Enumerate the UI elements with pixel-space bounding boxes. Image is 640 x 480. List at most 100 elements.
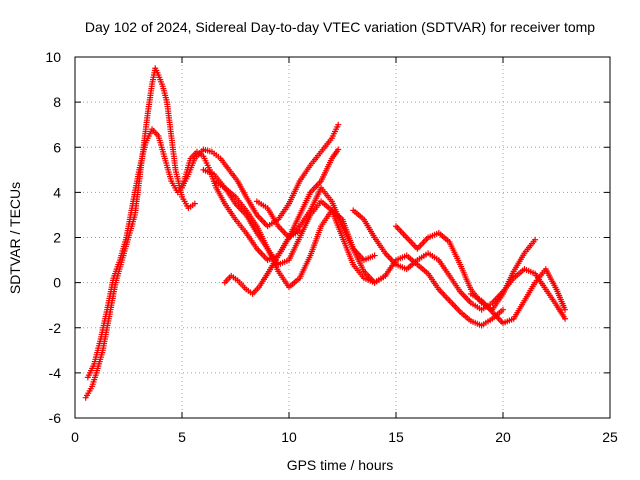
data-trail: [543, 268, 559, 291]
data-trail: [287, 180, 302, 205]
data-trail: [130, 169, 142, 205]
chart-title: Day 102 of 2024, Sidereal Day-to-day VTE…: [85, 19, 595, 35]
data-trail: [340, 236, 356, 266]
data-trail: [437, 288, 451, 303]
y-tick-label: -4: [49, 365, 62, 381]
series-arc-10: [467, 266, 569, 327]
data-trail: [145, 83, 155, 115]
data-trail: [308, 225, 324, 257]
data-trail: [373, 274, 387, 285]
data-trail: [156, 74, 165, 88]
data-trail: [85, 363, 97, 379]
data-trail: [235, 180, 249, 198]
data-trail: [522, 281, 537, 302]
data-trail: [244, 195, 259, 216]
data-trail: [329, 123, 341, 139]
data-trail: [470, 292, 483, 303]
data-trail: [234, 202, 248, 217]
data-trail: [383, 251, 398, 266]
data-trail: [236, 279, 248, 291]
data-trail: [470, 301, 483, 312]
data-trail: [447, 274, 462, 293]
x-tick-label: 0: [71, 429, 79, 445]
data-trail: [287, 276, 301, 289]
data-trail: [490, 310, 505, 325]
data-trail: [277, 258, 290, 267]
data-trail: [168, 135, 179, 171]
data-trail: [362, 270, 377, 284]
data-trail: [470, 318, 483, 328]
data-trail: [511, 299, 527, 320]
data-trail: [150, 127, 160, 138]
x-tick-label: 5: [178, 429, 186, 445]
y-tick-label: 0: [53, 275, 61, 291]
grid: [75, 57, 610, 418]
data-trail: [117, 236, 129, 261]
data-trail: [480, 317, 494, 328]
x-tick-label: 10: [281, 429, 297, 445]
y-tick-label: -6: [49, 410, 62, 426]
data-trail: [230, 274, 239, 282]
data-trail: [351, 263, 366, 280]
data-trail: [437, 259, 452, 277]
data-trail: [351, 247, 366, 262]
data-trail: [501, 270, 516, 295]
data-trail: [459, 310, 473, 323]
data-trail: [256, 199, 269, 210]
data-trail: [416, 263, 430, 276]
y-tick-label: 2: [53, 230, 61, 246]
data-trail: [480, 299, 494, 314]
data-trail: [164, 101, 174, 137]
data-trail: [437, 231, 451, 244]
x-tick-label: 25: [602, 429, 618, 445]
data-trail: [363, 253, 376, 263]
y-tick-label: 4: [53, 184, 61, 200]
data-trail: [319, 157, 334, 182]
data-trail: [319, 186, 334, 203]
y-tick-label: 8: [53, 94, 61, 110]
data-trail: [104, 277, 117, 311]
data-marks: [82, 65, 569, 401]
data-trail: [214, 186, 227, 205]
data-trail: [100, 315, 112, 352]
data-trail: [276, 270, 291, 289]
data-trail: [257, 272, 270, 289]
data-trail: [490, 292, 505, 311]
data-trail: [111, 259, 123, 279]
data-trail: [276, 202, 291, 221]
data-trail: [340, 225, 356, 250]
data-trail: [319, 137, 334, 153]
data-trail: [244, 232, 259, 250]
data-trail: [352, 208, 366, 221]
data-trail: [319, 209, 334, 228]
data-trail: [136, 142, 149, 171]
data-trail: [94, 349, 106, 374]
data-trail: [319, 199, 333, 212]
series-arc-7: [253, 184, 378, 264]
data-trail: [123, 202, 136, 239]
data-trail: [244, 209, 259, 228]
data-trail: [329, 200, 345, 228]
data-trail: [202, 167, 215, 177]
data-trail: [287, 224, 302, 239]
y-tick-label: -2: [49, 320, 62, 336]
data-trail: [153, 67, 161, 76]
data-trail: [287, 236, 302, 261]
data-trail: [255, 213, 270, 228]
data-trail: [201, 155, 212, 171]
data-trail: [405, 258, 419, 271]
x-tick-label: 15: [388, 429, 404, 445]
data-trail: [554, 304, 567, 320]
data-trail: [213, 179, 226, 190]
data-trail: [227, 168, 240, 183]
series-arc-3: [179, 121, 342, 230]
data-trail: [162, 157, 174, 182]
y-tick-labels: -6 -4 -2 0 2 4 6 8 10: [45, 49, 61, 426]
data-trail: [187, 202, 196, 210]
data-trail: [245, 287, 254, 296]
data-trail: [189, 150, 199, 160]
data-trail: [512, 267, 526, 280]
data-trail: [160, 85, 170, 103]
x-tick-label: 20: [495, 429, 511, 445]
